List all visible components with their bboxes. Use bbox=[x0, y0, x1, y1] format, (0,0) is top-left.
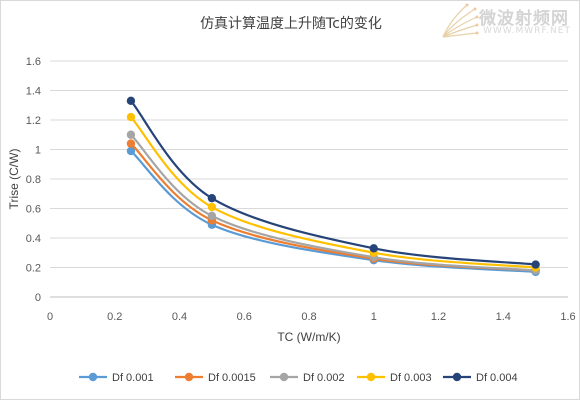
x-tick-label: 1.4 bbox=[496, 311, 511, 323]
legend-marker bbox=[88, 372, 98, 382]
legend-label: Df 0.001 bbox=[112, 372, 154, 384]
y-tick-label: 0 bbox=[35, 292, 41, 304]
data-point bbox=[531, 260, 540, 269]
legend-marker bbox=[366, 372, 376, 382]
watermark-text: 微波射频网 bbox=[479, 9, 569, 29]
watermark-logo: 微波射频网 WWW.MWRF.NET bbox=[437, 3, 577, 43]
fan-logo-icon bbox=[442, 3, 479, 38]
y-tick-labels: 0 0.2 0.4 0.6 0.8 1 1.2 1.4 1.6 bbox=[26, 56, 41, 304]
x-tick-label: 0.8 bbox=[301, 311, 316, 323]
watermark-url: WWW.MWRF.NET bbox=[483, 26, 571, 36]
series-line-4 bbox=[130, 100, 536, 266]
legend-label: Df 0.003 bbox=[390, 372, 432, 384]
chart-title: 仿真计算温度上升随Tc的变化 bbox=[200, 16, 382, 32]
data-point bbox=[126, 146, 136, 156]
grid-lines bbox=[50, 60, 568, 298]
legend-marker bbox=[184, 372, 194, 382]
x-tick-label: 0.6 bbox=[237, 311, 252, 323]
data-point bbox=[207, 202, 217, 212]
series-line-0 bbox=[130, 150, 536, 274]
series-line-3 bbox=[130, 116, 536, 269]
data-point bbox=[126, 112, 136, 122]
x-tick-label: 1.2 bbox=[431, 311, 446, 323]
x-tick-label: 0.4 bbox=[172, 311, 187, 323]
x-tick-label: 0 bbox=[47, 311, 53, 323]
y-tick-label: 0.6 bbox=[26, 204, 41, 216]
legend: Df 0.001 Df 0.0015 Df 0.002 Df 0.003 Df 0.00… bbox=[79, 372, 518, 384]
y-tick-label: 1 bbox=[35, 145, 41, 157]
data-point bbox=[126, 139, 136, 148]
data-point bbox=[126, 130, 136, 139]
legend-marker bbox=[452, 372, 462, 382]
y-tick-label: 0.8 bbox=[26, 174, 41, 186]
x-tick-label: 1 bbox=[371, 311, 377, 323]
series-line-2 bbox=[130, 133, 536, 272]
y-axis-label: Trise (C/W) bbox=[7, 149, 21, 210]
x-axis-label: TC (W/m/K) bbox=[277, 330, 340, 344]
data-point bbox=[126, 96, 136, 106]
x-tick-labels: 0 0.2 0.4 0.6 0.8 1 1.2 1.4 1.6 bbox=[47, 311, 576, 323]
y-tick-label: 0.2 bbox=[26, 263, 41, 275]
legend-label: Df 0.002 bbox=[303, 372, 345, 384]
y-tick-label: 0.4 bbox=[26, 233, 41, 245]
x-tick-label: 0.2 bbox=[107, 311, 122, 323]
legend-marker bbox=[279, 372, 289, 382]
data-point bbox=[207, 193, 217, 203]
series-group bbox=[126, 96, 540, 277]
legend-label: Df 0.0015 bbox=[208, 372, 256, 384]
y-tick-label: 1.4 bbox=[26, 86, 41, 98]
series-line-1 bbox=[130, 142, 536, 272]
legend-label: Df 0.004 bbox=[476, 372, 518, 384]
x-tick-label: 1.6 bbox=[560, 311, 575, 323]
data-point bbox=[207, 211, 217, 221]
data-point bbox=[369, 244, 378, 253]
y-tick-label: 1.6 bbox=[26, 56, 41, 68]
y-tick-label: 1.2 bbox=[26, 115, 41, 127]
